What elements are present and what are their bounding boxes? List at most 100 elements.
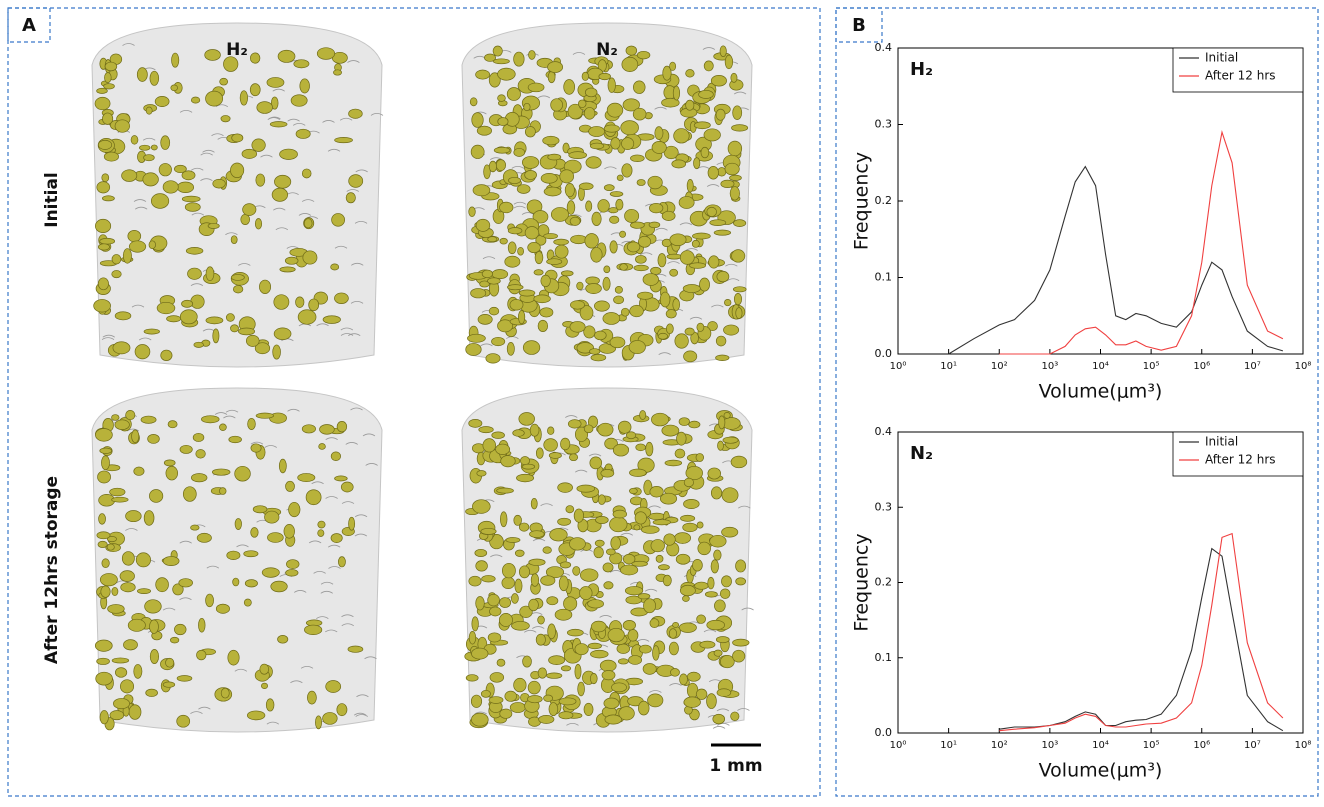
pore — [201, 415, 220, 424]
pore — [470, 288, 487, 299]
texture — [365, 463, 378, 466]
pore — [629, 487, 638, 495]
x-axis-label: Volume(μm³) — [1039, 760, 1163, 782]
pore — [121, 551, 135, 566]
pore — [506, 87, 521, 101]
pore — [672, 85, 681, 101]
pore — [533, 269, 544, 276]
pore — [579, 305, 594, 321]
pore — [243, 550, 259, 558]
texture — [272, 88, 285, 92]
pore — [678, 196, 695, 209]
y-axis-label: Frequency — [851, 533, 873, 631]
pore — [518, 522, 530, 532]
pore — [501, 562, 516, 579]
texture — [490, 554, 503, 558]
pore — [546, 258, 563, 265]
x-tick-label: 10⁴ — [1092, 361, 1109, 372]
texture — [716, 708, 730, 712]
pore — [242, 203, 257, 216]
pore — [614, 285, 623, 294]
pore — [539, 307, 554, 318]
pore — [497, 67, 516, 81]
pore — [277, 49, 296, 63]
pore — [220, 115, 231, 123]
pore — [557, 517, 572, 526]
pore — [195, 449, 206, 459]
pore — [317, 529, 325, 537]
pore — [471, 712, 489, 727]
pore — [628, 340, 646, 355]
pore — [94, 639, 113, 652]
y-tick-label: 0.2 — [875, 576, 893, 589]
pore — [488, 306, 500, 316]
pore — [174, 623, 187, 636]
pore — [704, 591, 718, 598]
pore — [504, 255, 521, 268]
pore — [659, 291, 671, 308]
pore — [234, 518, 242, 530]
pore — [584, 233, 599, 249]
texture — [356, 694, 369, 698]
x-tick-label: 10⁴ — [1092, 740, 1109, 751]
pore — [692, 558, 703, 572]
pore — [148, 240, 156, 250]
texture — [125, 528, 138, 531]
pore — [538, 715, 555, 724]
pore — [250, 443, 262, 453]
texture — [669, 683, 682, 686]
pore — [507, 284, 524, 291]
pore — [347, 645, 364, 653]
pore — [703, 60, 714, 72]
texture — [191, 212, 205, 216]
pore — [187, 267, 202, 280]
pore — [616, 174, 624, 181]
pore — [647, 693, 664, 708]
texture — [685, 248, 698, 251]
pore — [493, 146, 511, 154]
pore — [468, 575, 482, 587]
x-tick-label: 10⁵ — [1143, 740, 1160, 751]
pore — [307, 690, 317, 705]
texture — [313, 570, 326, 574]
pore — [616, 643, 630, 654]
pore — [103, 83, 115, 90]
pore — [284, 256, 299, 265]
pore — [621, 163, 633, 178]
pore — [709, 534, 727, 548]
pore — [174, 164, 187, 174]
pore — [474, 548, 488, 557]
pore — [581, 71, 589, 81]
pore — [665, 309, 677, 319]
pore — [106, 536, 117, 543]
texture — [290, 680, 303, 684]
pore — [295, 128, 311, 139]
pore — [579, 586, 593, 601]
pore — [111, 657, 130, 664]
pore — [657, 332, 668, 340]
texture — [350, 407, 363, 411]
y-tick-label: 0.0 — [875, 347, 893, 360]
pore — [489, 534, 504, 550]
pore — [330, 451, 341, 461]
pore — [524, 170, 537, 180]
series-line — [948, 165, 1284, 355]
pore — [504, 690, 517, 702]
texture — [300, 665, 314, 669]
texture — [511, 165, 525, 169]
texture — [287, 408, 300, 412]
pore — [338, 556, 346, 568]
pore — [535, 447, 544, 459]
pore — [603, 581, 614, 590]
pore — [190, 294, 205, 309]
pore — [649, 486, 664, 498]
pore — [715, 335, 727, 347]
pore — [254, 342, 271, 355]
pore — [247, 417, 256, 430]
texture — [273, 207, 286, 211]
pore — [603, 265, 611, 274]
pore — [489, 606, 502, 617]
pore — [492, 58, 510, 65]
column-label: N₂ — [596, 40, 618, 60]
pore — [519, 565, 530, 579]
